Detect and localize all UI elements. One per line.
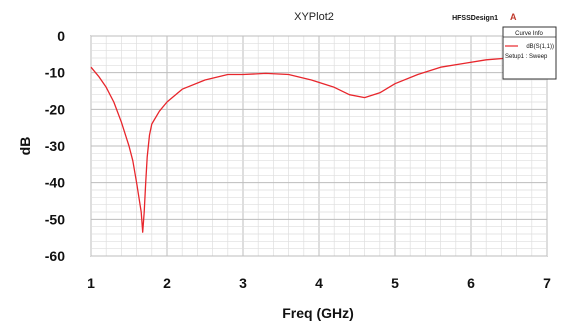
x-tick-label: 3 [239, 275, 247, 291]
x-tick-label: 4 [315, 275, 323, 291]
legend-box [502, 26, 557, 80]
legend-entry-sub: Setup1 : Sweep [505, 54, 548, 60]
y-tick-label: -30 [45, 138, 65, 154]
series-layer [90, 56, 547, 233]
y-tick-label: 0 [57, 28, 65, 44]
x-tick-label: 5 [391, 275, 399, 291]
x-axis-label: Freq (GHz) [282, 305, 354, 321]
grid [90, 35, 548, 257]
y-tick-label: -40 [45, 175, 65, 191]
legend-header: Curve Info [515, 31, 543, 37]
x-tick-label: 2 [163, 275, 171, 291]
x-tick-label: 1 [87, 275, 95, 291]
y-tick-label: -10 [45, 65, 65, 81]
y-tick-label: -60 [45, 248, 65, 264]
plot-title: XYPlot2 [294, 11, 334, 23]
y-axis-label: dB [17, 137, 33, 156]
x-tick-label: 6 [467, 275, 475, 291]
axis-ticks: 0 -10 -20 -30 -40 -50 -60 1 2 3 4 5 6 7 [45, 28, 551, 291]
ansoft-logo: A [510, 12, 517, 22]
series-line-s11 [90, 56, 547, 233]
x-tick-label: 7 [543, 275, 551, 291]
design-name: HFSSDesign1 [452, 15, 498, 22]
legend-entry-name: dB(S(1,1)) [526, 44, 554, 50]
y-tick-label: -20 [45, 101, 65, 117]
legend[interactable]: Curve Info dB(S(1,1)) Setup1 : Sweep [502, 26, 557, 80]
y-tick-label: -50 [45, 211, 65, 227]
